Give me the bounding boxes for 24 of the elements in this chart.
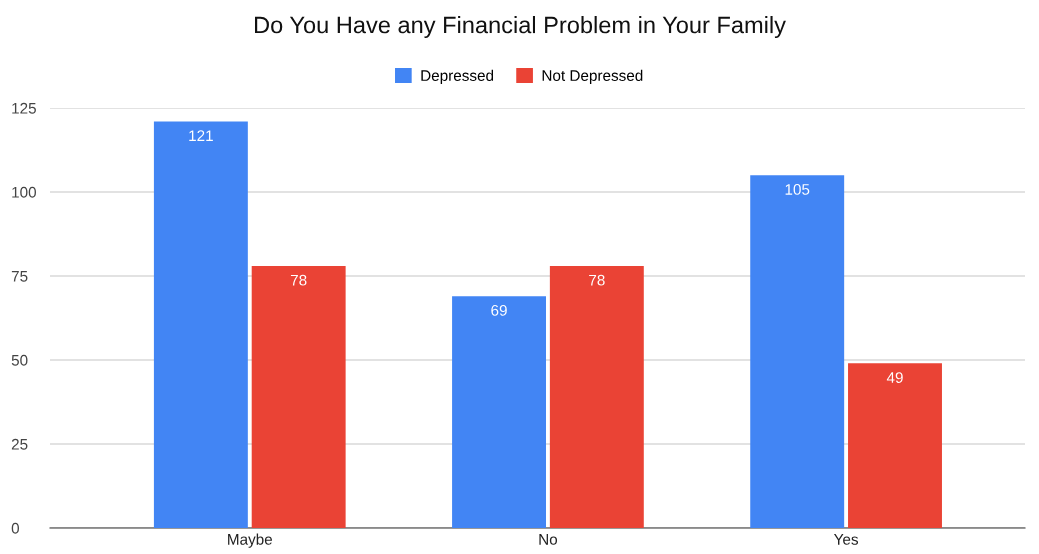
data-label: 49 [886, 372, 903, 383]
data-label: 105 [785, 184, 810, 195]
bar [153, 121, 248, 528]
chart-title: Do You Have any Financial Problem in Your Family [255, 16, 786, 38]
x-tick-label: Yes [833, 534, 859, 545]
data-label: 121 [189, 130, 213, 141]
data-label: 78 [290, 274, 307, 286]
y-tick-label: 25 [11, 438, 28, 450]
legend-label: Not Depressed [542, 69, 643, 84]
data-label: 69 [491, 304, 507, 316]
bar [750, 175, 845, 528]
y-tick-label: 75 [11, 271, 28, 282]
legend-label: Depressed [421, 69, 494, 84]
y-tick-label: 0 [11, 522, 20, 534]
y-tick-label: 125 [12, 102, 36, 114]
bar [251, 265, 346, 528]
bar [848, 363, 942, 528]
data-label: 78 [589, 274, 605, 286]
y-tick-label: 100 [12, 186, 36, 198]
bar [549, 265, 644, 528]
bar [452, 296, 546, 528]
x-tick-label: No [539, 534, 558, 545]
y-tick-label: 50 [11, 354, 28, 366]
x-tick-label: Maybe [228, 533, 273, 548]
